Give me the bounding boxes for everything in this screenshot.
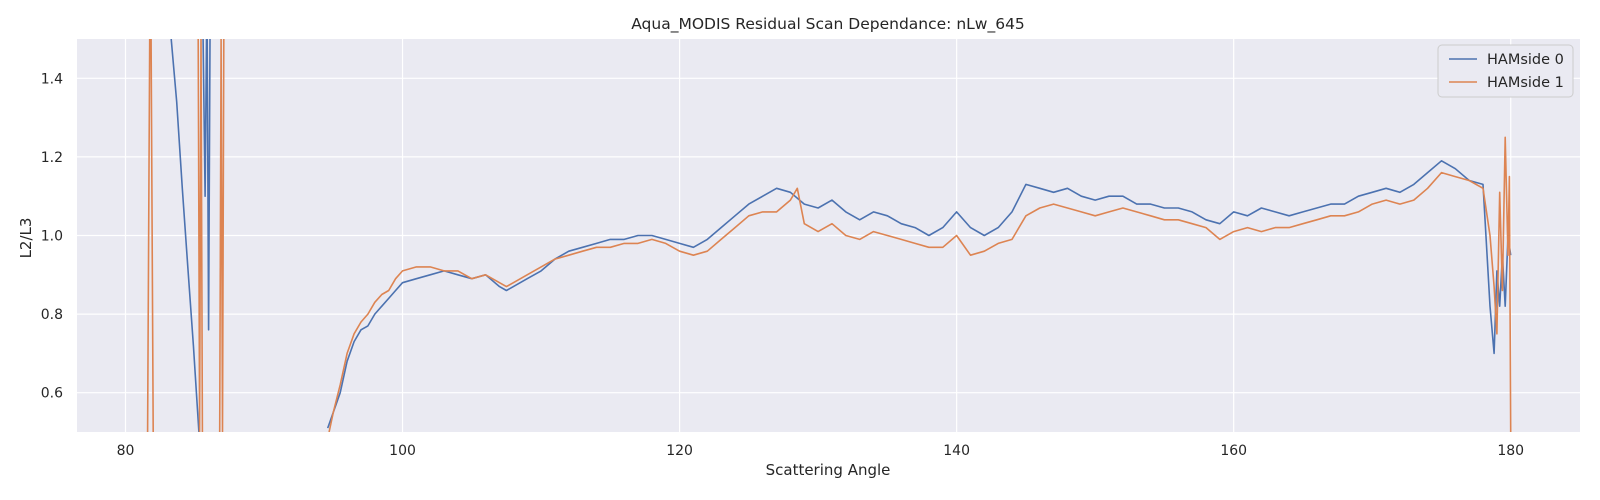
legend-label-hamside-1: HAMside 1 bbox=[1487, 75, 1564, 91]
legend-box bbox=[1437, 44, 1574, 98]
x-tick-label: 120 bbox=[666, 443, 693, 459]
series-line-hamside-1 bbox=[197, 39, 204, 432]
series-lines bbox=[146, 39, 1512, 432]
legend: HAMside 0 HAMside 1 bbox=[1437, 44, 1574, 98]
series-line-hamside-0 bbox=[170, 39, 200, 432]
tick-labels: 80 100 120 140 160 180 0.6 0.8 1.0 1.2 1.4 bbox=[41, 71, 1524, 459]
y-tick-label: 1.2 bbox=[41, 150, 63, 166]
y-tick-label: 0.6 bbox=[41, 386, 63, 402]
legend-label-hamside-0: HAMside 0 bbox=[1487, 52, 1564, 68]
series-line-hamside-1 bbox=[328, 136, 1512, 432]
y-tick-label: 1.4 bbox=[41, 71, 63, 87]
y-tick-label: 0.8 bbox=[41, 307, 63, 323]
series-line-hamside-0 bbox=[202, 39, 211, 331]
chart-title: Aqua_MODIS Residual Scan Dependance: nLw… bbox=[631, 15, 1025, 34]
x-tick-label: 80 bbox=[117, 443, 135, 459]
x-axis-label: Scattering Angle bbox=[766, 461, 891, 479]
x-tick-label: 180 bbox=[1497, 443, 1524, 459]
y-axis-label: L2/L3 bbox=[17, 218, 35, 259]
x-tick-label: 160 bbox=[1220, 443, 1247, 459]
y-tick-label: 1.0 bbox=[41, 229, 63, 245]
grid-lines bbox=[77, 39, 1580, 432]
x-tick-label: 100 bbox=[389, 443, 416, 459]
series-line-hamside-1 bbox=[146, 39, 154, 432]
series-line-hamside-1 bbox=[218, 39, 225, 432]
x-tick-label: 140 bbox=[943, 443, 970, 459]
